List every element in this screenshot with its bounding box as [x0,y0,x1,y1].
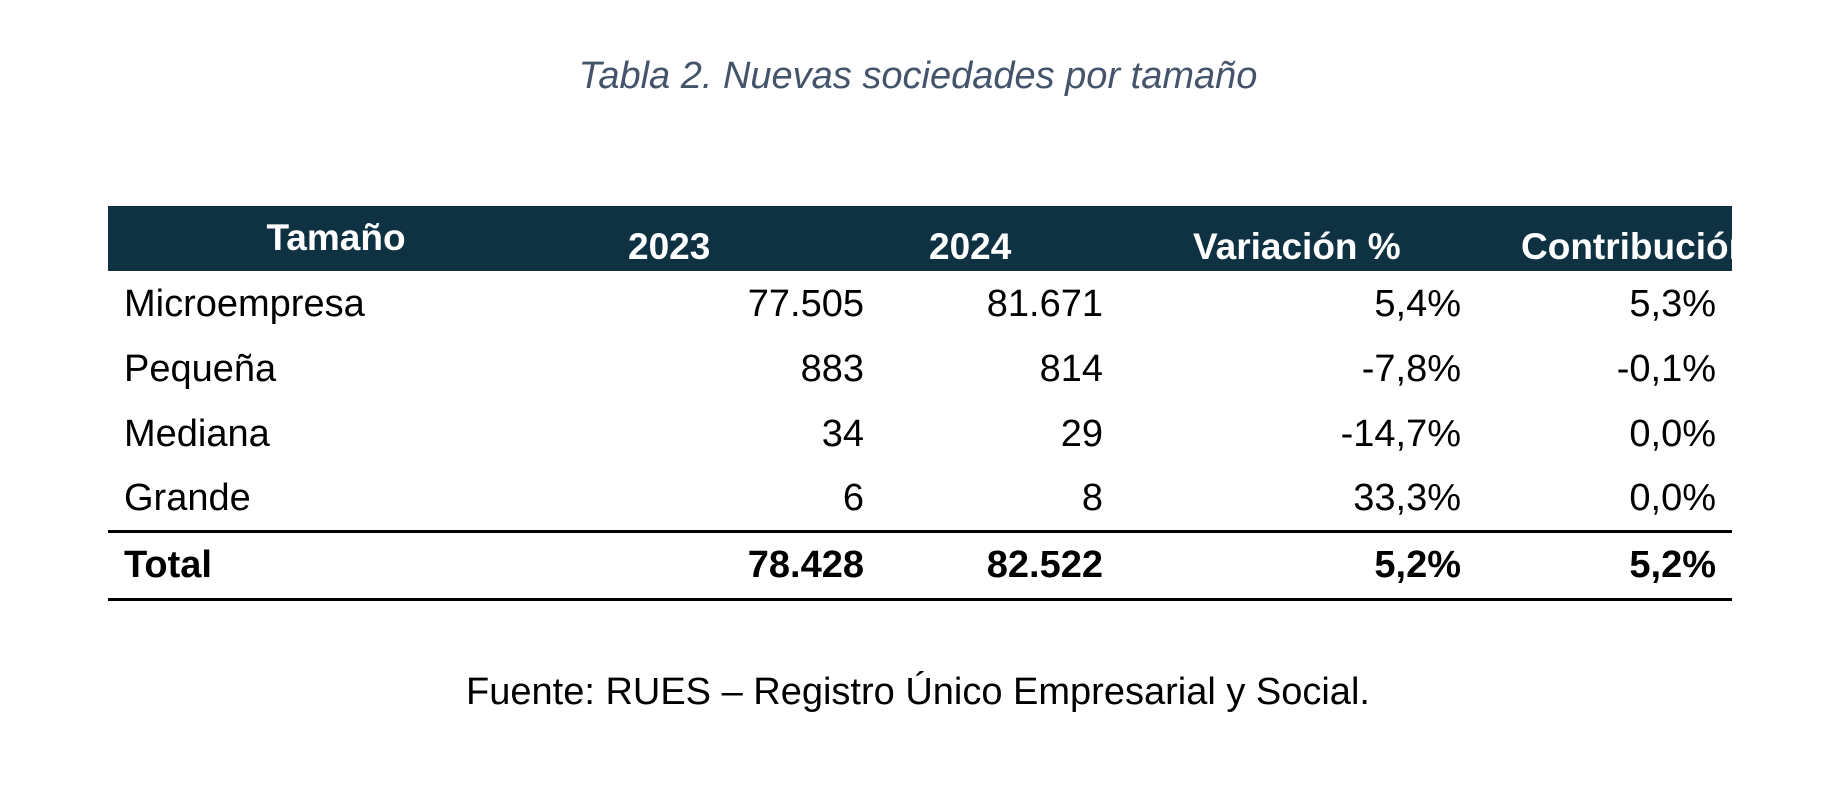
table-caption: Tabla 2. Nuevas sociedades por tamaño [578,55,1258,97]
total-2023: 78.428 [747,544,864,586]
cell-tamano: Microempresa [124,282,365,325]
cell-2024: 81.671 [986,282,1103,325]
header-2023: 2023 [628,226,711,267]
header-tamano: Tamaño [266,217,406,258]
table-row: Grande 6 8 33,3% 0,0% [108,466,1732,531]
source-note: Fuente: RUES – Registro Único Empresaria… [466,671,1370,713]
cell-tamano: Pequeña [124,347,277,390]
header-contribucion: Contribución [1521,226,1752,267]
cell-2024: 8 [1081,476,1103,519]
cell-tamano: Mediana [124,412,270,455]
cell-variacion: 5,4% [1374,282,1461,325]
cell-contribucion: 5,3% [1629,282,1716,325]
total-2024: 82.522 [986,544,1103,586]
cell-variacion: -14,7% [1340,412,1461,455]
table-total-row: Total 78.428 82.522 5,2% 5,2% [108,531,1732,599]
table-row: Mediana 34 29 -14,7% 0,0% [108,401,1732,466]
cell-tamano: Grande [124,476,251,519]
table-row: Pequeña 883 814 -7,8% -0,1% [108,336,1732,401]
total-label: Total [124,544,212,586]
cell-2023: 77.505 [747,282,864,325]
data-table: Tamaño 2023 2024 Variación % Contribució… [108,206,1752,601]
total-variacion: 5,2% [1374,544,1461,586]
cell-contribucion: 0,0% [1629,476,1716,519]
cell-2024: 814 [1039,347,1103,390]
table-header-row: Tamaño 2023 2024 Variación % Contribució… [108,206,1752,271]
cell-2023: 883 [800,347,864,390]
cell-2024: 29 [1060,412,1103,455]
header-variacion: Variación % [1193,226,1401,267]
cell-variacion: -7,8% [1361,347,1461,390]
header-2024: 2024 [929,226,1012,267]
table-row: Microempresa 77.505 81.671 5,4% 5,3% [108,271,1732,336]
total-contribucion: 5,2% [1629,544,1716,586]
cell-contribucion: 0,0% [1629,412,1716,455]
cell-2023: 34 [821,412,864,455]
cell-variacion: 33,3% [1353,476,1461,519]
data-table-container: Tamaño 2023 2024 Variación % Contribució… [108,206,1752,601]
cell-2023: 6 [842,476,864,519]
cell-contribucion: -0,1% [1616,347,1716,390]
